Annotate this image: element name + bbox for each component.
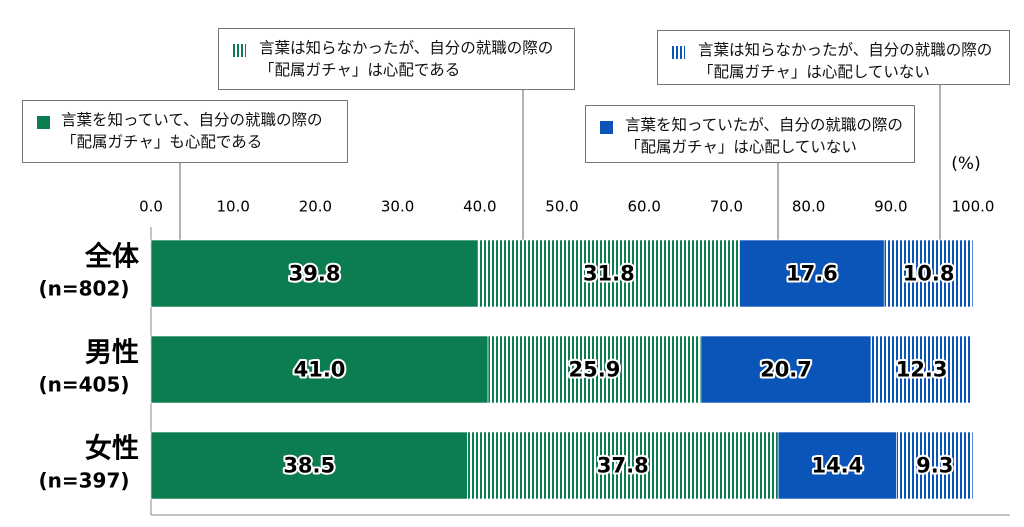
category-note: (n=397) <box>38 469 129 493</box>
legend-marker <box>233 44 246 57</box>
x-tick-label: 90.0 <box>874 198 907 216</box>
x-tick-label: 70.0 <box>710 198 743 216</box>
legend-marker <box>672 46 685 59</box>
value-label: 17.6 <box>786 262 838 286</box>
bar-segment <box>150 239 479 308</box>
x-tick-label: 30.0 <box>381 198 414 216</box>
category-label: 男性 <box>85 338 139 369</box>
bar-segment <box>467 431 779 500</box>
legend-box: 言葉を知っていたが、自分の就職の際の「配属ガチャ」は心配していない <box>585 105 915 163</box>
bar-segment <box>477 239 740 308</box>
category-note: (n=405) <box>38 373 129 397</box>
legend-label: 言葉を知っていて、自分の就職の際の「配属ガチャ」も心配である <box>61 111 323 151</box>
bar-segment <box>487 335 702 404</box>
bar-segment <box>150 431 468 500</box>
category-label: 女性 <box>85 433 139 465</box>
legend-marker <box>37 116 50 129</box>
value-label: 25.9 <box>569 358 621 382</box>
x-tick-label: 100.0 <box>952 198 995 216</box>
value-label: 12.3 <box>896 358 948 382</box>
x-tick-label: 80.0 <box>792 198 825 216</box>
value-label: 41.0 <box>294 358 346 382</box>
x-tick-label: 10.0 <box>216 198 249 216</box>
legend-box: 言葉を知っていて、自分の就職の際の「配属ガチャ」も心配である <box>22 100 348 163</box>
category-label: 全体 <box>84 241 140 273</box>
bar-segment <box>739 239 885 308</box>
x-tick-label: 0.0 <box>139 198 163 216</box>
value-label: 37.8 <box>597 454 649 478</box>
bar-segment <box>870 335 973 404</box>
value-label: 20.7 <box>760 358 812 382</box>
unit-label: (%) <box>951 154 980 174</box>
legend-label: 言葉を知っていたが、自分の就職の際の「配属ガチャ」は心配していない <box>625 116 903 156</box>
category-note: (n=802) <box>38 277 129 301</box>
legend-marker <box>600 121 613 134</box>
value-label: 9.3 <box>916 454 953 478</box>
legend-box: 言葉は知らなかったが、自分の就職の際の「配属ガチャ」は心配していない <box>657 30 1010 85</box>
legend-label: 言葉は知らなかったが、自分の就職の際の「配属ガチャ」は心配である <box>259 39 554 79</box>
legend-label: 言葉は知らなかったが、自分の就職の際の「配属ガチャ」は心配していない <box>698 41 993 81</box>
bar-segment <box>150 335 489 404</box>
value-label: 39.8 <box>289 262 341 286</box>
value-label: 14.4 <box>811 454 863 478</box>
bar-segment <box>700 335 872 404</box>
legend-box: 言葉は知らなかったが、自分の就職の際の「配属ガチャ」は心配である <box>218 28 575 90</box>
value-label: 10.8 <box>903 262 955 286</box>
x-tick-label: 20.0 <box>299 198 332 216</box>
bar-segment <box>896 431 974 500</box>
value-label: 31.8 <box>583 262 635 286</box>
bar-segment <box>883 239 974 308</box>
value-label: 38.5 <box>283 454 335 478</box>
x-tick-label: 40.0 <box>463 198 496 216</box>
x-tick-label: 50.0 <box>545 198 578 216</box>
x-tick-label: 60.0 <box>627 198 660 216</box>
bar-segment <box>777 431 897 500</box>
